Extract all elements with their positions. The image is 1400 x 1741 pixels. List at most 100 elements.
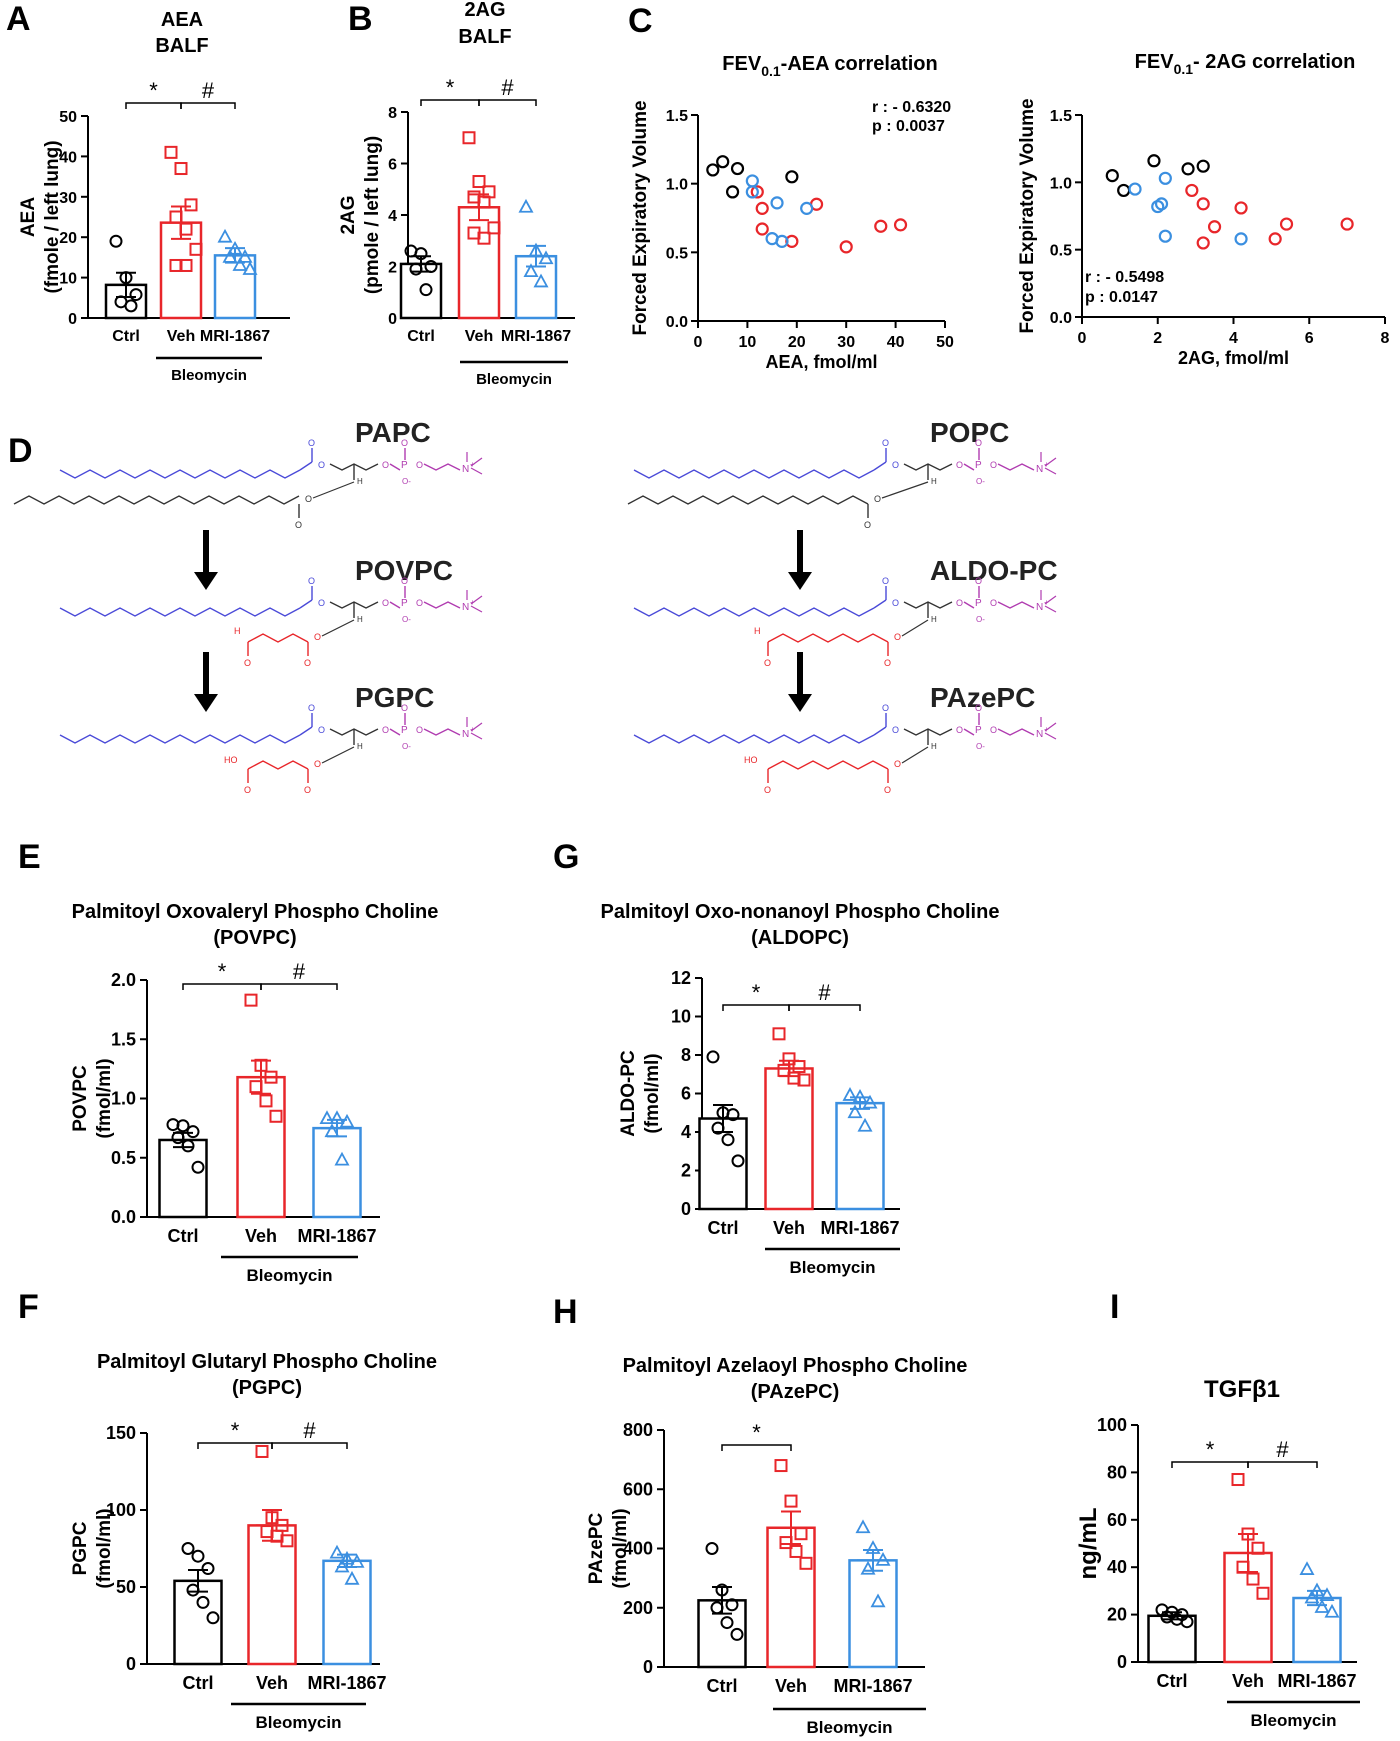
- chart-title: Palmitoyl Oxovaleryl Phospho Choline: [72, 901, 439, 923]
- data-point-veh: [839, 240, 853, 254]
- category-label: Ctrl: [407, 328, 435, 345]
- data-point-mri: [533, 273, 549, 288]
- y-axis-label: PAzePC (fmol/ml): [586, 1508, 631, 1588]
- data-point-veh: [264, 1070, 278, 1084]
- y-axis-label-line: AEA: [18, 197, 39, 237]
- choline-methyls: [1040, 452, 1057, 475]
- data-point-ctrl: [725, 185, 740, 199]
- y-tick-label: 0.0: [666, 314, 688, 331]
- significance-bracket: [182, 983, 262, 990]
- atom-label: O: [308, 703, 315, 713]
- significance-hash: #: [293, 959, 306, 984]
- y-tick-label: 40: [1107, 1557, 1127, 1577]
- data-point-mri: [538, 250, 554, 265]
- chart-g: Palmitoyl Oxo-nonanoyl Phospho Choline (A…: [601, 901, 1000, 1277]
- y-tick-label: 0.0: [1050, 310, 1072, 327]
- y-axis-label-line: POVPC: [70, 1065, 91, 1132]
- data-point-veh: [799, 1556, 813, 1570]
- data-point-mri: [334, 1151, 350, 1166]
- atom-label: O-: [402, 742, 411, 751]
- data-point-ctrl: [191, 1549, 205, 1563]
- bleomycin-label: Bleomycin: [247, 1266, 333, 1285]
- data-point-ctrl: [171, 1131, 185, 1145]
- chart-i: TGFβ1 0 20 40 60 80 100 ng/mL Ctrl Veh MRI-1867 Ble…: [1075, 1376, 1360, 1730]
- y-tick-label: 40: [59, 149, 77, 166]
- data-point-mri: [745, 174, 759, 188]
- data-point-ctrl: [1117, 183, 1131, 198]
- data-point-mri: [232, 257, 248, 271]
- data-point-ctrl: [181, 1139, 195, 1153]
- data-point-mri: [518, 198, 534, 213]
- atom-label: O: [401, 576, 408, 586]
- panel-letter-g: G: [553, 838, 579, 876]
- data-point-mri: [319, 1110, 335, 1125]
- chart-c1: FEV0.1-AEA correlation 0.0 0.5 1.0 1.5 0 10 20 3…: [630, 53, 954, 372]
- chart-title: Palmitoyl Azelaoyl Phospho Choline: [623, 1355, 968, 1377]
- atom-label: H: [357, 742, 363, 751]
- data-point-ctrl: [186, 1583, 200, 1597]
- choline-chain: [423, 463, 461, 471]
- significance-star: *: [1206, 1437, 1215, 1462]
- panel-letter-h: H: [553, 1293, 578, 1331]
- y-tick-label: 20: [59, 230, 77, 247]
- y-tick-label: 0: [643, 1657, 653, 1677]
- data-point-mri: [334, 1558, 350, 1573]
- bleomycin-label: Bleomycin: [171, 367, 247, 384]
- atom-label: O: [990, 725, 997, 735]
- ester-bond: [299, 599, 313, 609]
- atom-label: O: [318, 460, 325, 470]
- data-point-veh: [265, 1511, 279, 1525]
- reaction-arrow-head: [788, 572, 812, 590]
- data-point-veh: [1196, 236, 1210, 250]
- atom-label: O: [416, 598, 423, 608]
- atom-label: O: [956, 725, 963, 735]
- y-tick-label: 0: [126, 1654, 136, 1674]
- panel-letter-i: I: [1110, 1288, 1119, 1326]
- y-tick-label: 600: [623, 1479, 653, 1499]
- choline-methyls: [466, 452, 483, 475]
- data-point-ctrl: [186, 1125, 200, 1139]
- atom-label: O: [382, 725, 389, 735]
- data-point-mri: [523, 263, 539, 278]
- data-point-ctrl: [1196, 159, 1210, 173]
- atom-label: H: [931, 742, 937, 751]
- category-label: MRI-1867: [833, 1676, 912, 1696]
- data-point-veh: [169, 210, 183, 224]
- sn2-chain: [247, 760, 309, 770]
- data-point-veh: [462, 131, 476, 145]
- significance-bracket: [721, 1444, 792, 1451]
- y-axis-label: Forced Expiratory Volume: [630, 100, 651, 335]
- chart-title: FEV0.1-AEA correlation: [722, 53, 937, 79]
- category-label: MRI-1867: [820, 1218, 899, 1238]
- chart-title: AEA: [161, 9, 203, 31]
- y-axis-label: ng/mL: [1075, 1508, 1102, 1580]
- x-tick-label: 6: [1305, 330, 1314, 347]
- stat-annotation: p : 0.0147: [1085, 289, 1158, 306]
- atom-label: O: [975, 438, 982, 448]
- category-label: Ctrl: [168, 1226, 199, 1246]
- sn2-chain: [767, 633, 889, 643]
- significance-star: *: [218, 959, 227, 984]
- category-label: Ctrl: [112, 328, 140, 345]
- atom-label: O: [892, 460, 899, 470]
- data-point-veh: [179, 258, 193, 272]
- palmitoyl-chain: [59, 469, 301, 479]
- data-point-veh: [1236, 1560, 1250, 1574]
- choline-chain: [997, 463, 1035, 471]
- bar-veh: [247, 1524, 297, 1666]
- atom-label: N: [462, 729, 469, 740]
- y-tick-label: 4: [388, 208, 397, 225]
- data-point-veh: [777, 1063, 791, 1077]
- data-point-mri: [770, 196, 784, 210]
- significance-bracket: [1171, 1461, 1249, 1468]
- data-point-veh: [755, 222, 769, 236]
- data-point-veh: [1251, 1541, 1265, 1555]
- data-point-ctrl: [1147, 154, 1161, 168]
- significance-star: *: [149, 78, 158, 103]
- choline-chain: [423, 601, 461, 609]
- significance-star: *: [231, 1418, 240, 1443]
- bar-veh: [457, 206, 501, 320]
- y-tick-label: 0.5: [666, 245, 688, 262]
- significance-bracket: [788, 1004, 861, 1011]
- data-point-ctrl: [721, 1133, 735, 1147]
